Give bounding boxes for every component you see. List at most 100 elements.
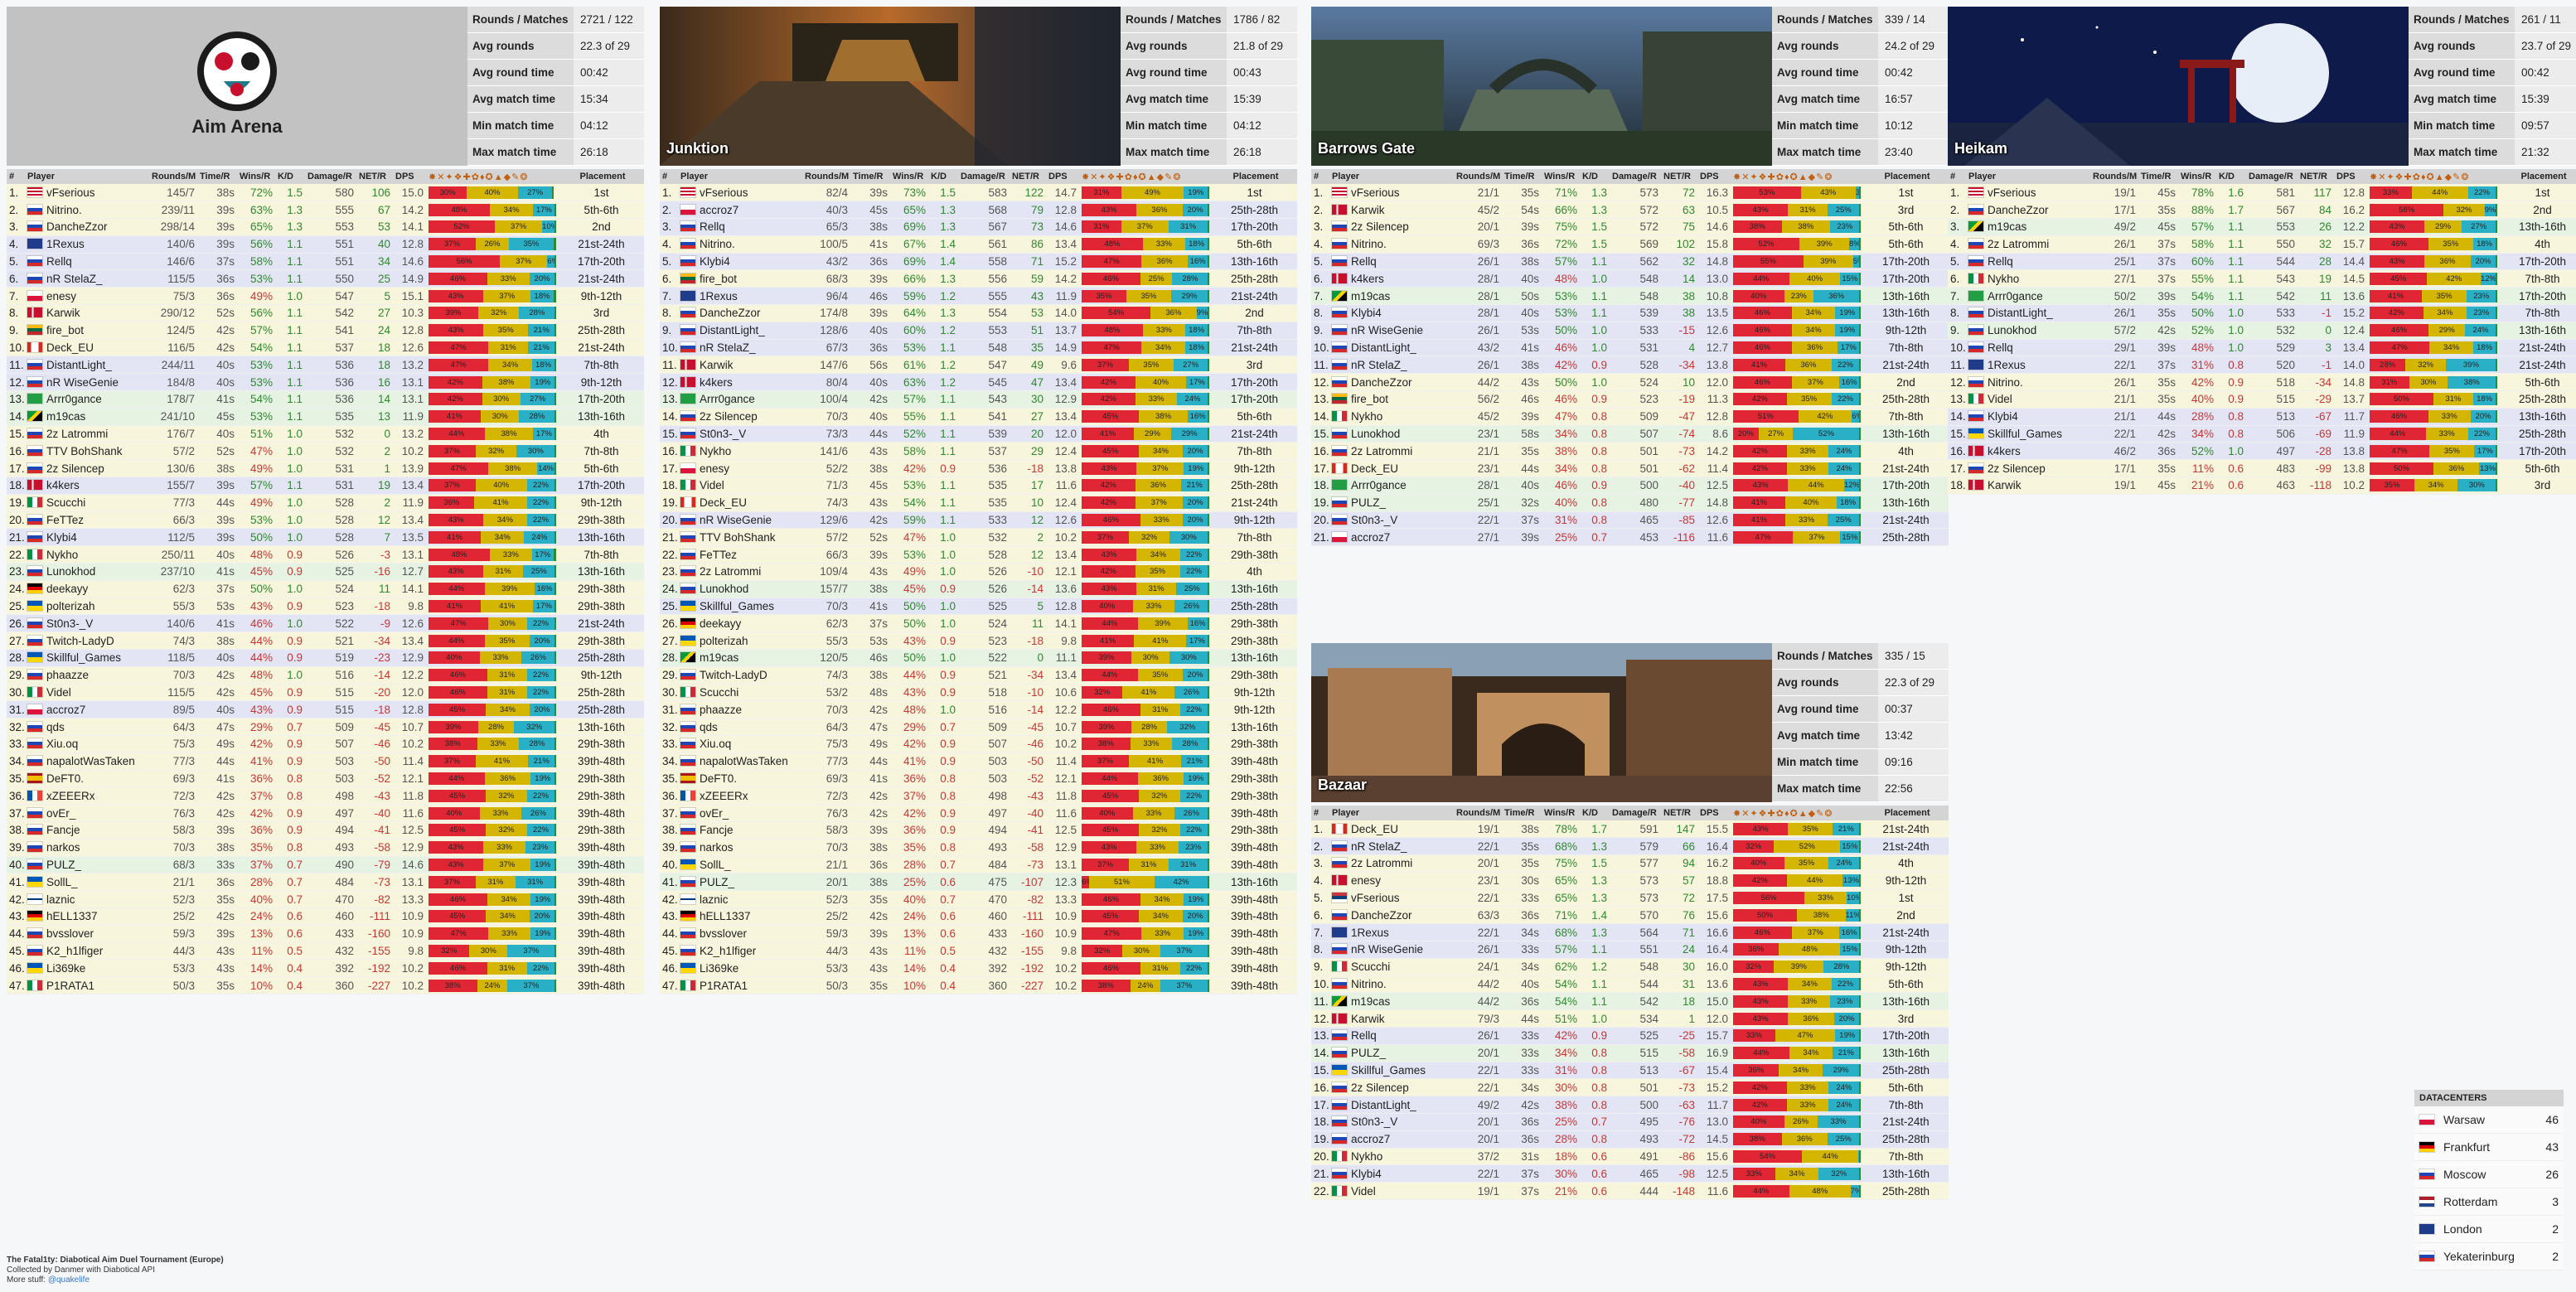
player-name[interactable]: Nykho xyxy=(46,548,79,561)
column-header[interactable]: Player xyxy=(1966,169,2090,184)
column-header[interactable]: # xyxy=(1311,169,1329,184)
column-header[interactable]: Time/R xyxy=(1502,806,1542,820)
table-row[interactable]: 26. deekayy 62/3 37s 50% 1.0 524 11 14.1 44% 39% 16… xyxy=(660,614,1297,633)
column-header[interactable]: K/D xyxy=(2216,169,2246,184)
column-header[interactable]: DPS xyxy=(393,169,426,184)
player-name[interactable]: PULZ_ xyxy=(1351,1047,1387,1060)
player-name[interactable]: nR StelaZ_ xyxy=(46,272,103,285)
table-row[interactable]: 17. 2z Silencep 17/1 35s 11% 0.6 483 -99 13.8 50%… xyxy=(1948,459,2576,478)
column-header[interactable]: Damage/R xyxy=(958,169,1010,184)
table-row[interactable]: 11. DistantLight_ 244/11 40s 53% 1.1 536 18 13.2… xyxy=(7,356,644,375)
table-row[interactable]: 15. Skillful_Games 22/1 33s 31% 0.8 513 -67 15.4… xyxy=(1311,1062,1949,1080)
table-row[interactable]: 30. Videl 115/5 42s 45% 0.9 515 -20 12.0 46% 31% 22… xyxy=(7,684,644,702)
table-row[interactable]: 37. ovEr_ 76/3 42s 42% 0.9 497 -40 11.6 40% 33% 26%… xyxy=(660,804,1297,822)
column-header[interactable]: Damage/R xyxy=(2246,169,2298,184)
column-header[interactable]: # xyxy=(1948,169,1966,184)
column-header[interactable]: Time/R xyxy=(1502,169,1542,184)
table-row[interactable]: 28. Skillful_Games 118/5 40s 44% 0.9 519 -23 12.… xyxy=(7,649,644,667)
table-row[interactable]: 45. K2_h1lfiger 44/3 43s 11% 0.5 432 -155 9.8 32%… xyxy=(660,942,1297,961)
player-name[interactable]: 2z Silencep xyxy=(1988,462,2046,475)
player-name[interactable]: Rellq xyxy=(1988,255,2013,269)
column-header[interactable]: Time/R xyxy=(197,169,237,184)
table-row[interactable]: 31. phaazze 70/3 42s 48% 1.0 516 -14 12.2 46% 31% 2… xyxy=(660,700,1297,719)
table-row[interactable]: 5. Klybi4 43/2 36s 69% 1.4 558 71 15.2 47% 36% 16% 1… xyxy=(660,253,1297,271)
column-header[interactable]: Rounds/M xyxy=(802,169,850,184)
player-name[interactable]: deekayy xyxy=(46,583,89,596)
column-header[interactable]: Time/R xyxy=(2138,169,2178,184)
player-name[interactable]: vFserious xyxy=(1988,186,2036,199)
column-header[interactable]: Damage/R xyxy=(1610,169,1661,184)
player-name[interactable]: Twitch-LadyD xyxy=(46,634,114,647)
player-name[interactable]: 2z Latrommi xyxy=(1988,238,2050,251)
table-row[interactable]: 3. 2z Latrommi 20/1 35s 75% 1.5 577 94 16.2 40% 35… xyxy=(1311,854,1949,873)
player-name[interactable]: 2z Latrommi xyxy=(1351,857,1413,870)
table-row[interactable]: 22. Nykho 250/11 40s 48% 0.9 526 -3 13.1 48% 33% 17… xyxy=(7,545,644,564)
column-header[interactable]: NET/R xyxy=(1661,806,1697,820)
table-row[interactable]: 13. Arrr0gance 100/4 42s 57% 1.1 543 30 12.9 42% 3… xyxy=(660,390,1297,409)
player-name[interactable]: laznic xyxy=(700,893,729,906)
player-name[interactable]: napalotWasTaken xyxy=(700,755,788,768)
table-row[interactable]: 19. Deck_EU 74/3 43s 54% 1.1 535 10 12.4 42% 37% 20… xyxy=(660,494,1297,512)
player-name[interactable]: 2z Silencep xyxy=(1351,1081,1409,1094)
player-name[interactable]: Xiu.oq xyxy=(46,738,79,751)
player-name[interactable]: Klybi4 xyxy=(46,530,77,544)
table-row[interactable]: 4. enesy 23/1 30s 65% 1.3 573 57 18.8 42% 44% 13% 9t… xyxy=(1311,872,1949,890)
player-name[interactable]: Klybi4 xyxy=(1988,410,2018,423)
player-name[interactable]: Karwik xyxy=(46,307,80,320)
player-name[interactable]: DancheZzor xyxy=(1988,203,2049,216)
table-row[interactable]: 26. St0n3-_V 140/6 41s 46% 1.0 522 -9 12.6 47% 30%… xyxy=(7,614,644,633)
table-row[interactable]: 6. fire_bot 68/3 39s 66% 1.3 556 59 14.2 46% 25% 28… xyxy=(660,269,1297,288)
player-name[interactable]: Skillful_Games xyxy=(46,651,122,665)
player-name[interactable]: nR StelaZ_ xyxy=(1351,358,1407,371)
player-name[interactable]: SollL_ xyxy=(46,875,78,888)
player-name[interactable]: polterizah xyxy=(700,634,748,647)
player-name[interactable]: P1RATA1 xyxy=(46,979,95,992)
table-row[interactable]: 1. vFserious 82/4 39s 73% 1.5 583 122 14.7 31% 49%… xyxy=(660,184,1297,202)
table-row[interactable]: 15. Lunokhod 23/1 58s 34% 0.8 507 -74 8.6 20% 27% 5… xyxy=(1311,425,1949,443)
player-name[interactable]: Karwik xyxy=(700,358,734,371)
table-row[interactable]: 23. 2z Latrommi 109/4 43s 49% 1.0 526 -10 12.1 42… xyxy=(660,563,1297,581)
player-name[interactable]: phaazze xyxy=(700,703,743,716)
player-name[interactable]: Lunokhod xyxy=(1988,324,2037,337)
table-row[interactable]: 14. m19cas 241/10 45s 53% 1.1 535 13 11.9 41% 30% 2… xyxy=(7,408,644,426)
table-row[interactable]: 2. DancheZzor 17/1 35s 88% 1.7 567 84 16.2 58% 32%… xyxy=(1948,201,2576,220)
table-row[interactable]: 8. DistantLight_ 26/1 35s 50% 1.0 533 -1 15.2 42%… xyxy=(1948,304,2576,322)
column-header[interactable]: Wins/R xyxy=(1542,806,1580,820)
table-row[interactable]: 29. Twitch-LadyD 74/3 38s 44% 0.9 521 -34 13.4 44… xyxy=(660,666,1297,685)
player-name[interactable]: m19cas xyxy=(700,651,739,665)
table-row[interactable]: 32. qds 64/3 47s 29% 0.7 509 -45 10.7 39% 28% 32% 13… xyxy=(7,718,644,736)
table-row[interactable]: 19. PULZ_ 25/1 32s 40% 0.8 480 -77 14.8 41% 40% 18%… xyxy=(1311,494,1949,512)
player-name[interactable]: 2z Silencep xyxy=(46,462,104,475)
table-row[interactable]: 9. DistantLight_ 128/6 40s 60% 1.2 553 51 13.7 48… xyxy=(660,322,1297,340)
table-row[interactable]: 10. nR StelaZ_ 67/3 36s 53% 1.1 548 35 14.9 47% 34… xyxy=(660,339,1297,357)
column-header[interactable]: # xyxy=(7,169,25,184)
table-row[interactable]: 20. nR WiseGenie 129/6 42s 59% 1.1 533 12 12.6 46… xyxy=(660,511,1297,530)
player-name[interactable]: TTV BohShank xyxy=(700,530,776,544)
table-row[interactable]: 21. accroz7 27/1 39s 25% 0.7 453 -116 11.6 47% 37%… xyxy=(1311,528,1949,547)
player-name[interactable]: Deck_EU xyxy=(700,496,748,510)
table-row[interactable]: 19. Scucchi 77/3 44s 49% 1.0 528 2 11.9 36% 41% 22%… xyxy=(7,494,644,512)
table-row[interactable]: 16. TTV BohShank 57/2 52s 47% 1.0 532 2 10.2 37% 3… xyxy=(7,442,644,461)
table-row[interactable]: 41. SollL_ 21/1 36s 28% 0.7 484 -73 13.1 37% 31% 31… xyxy=(7,873,644,892)
player-name[interactable]: DancheZzor xyxy=(1351,375,1412,389)
column-header[interactable]: K/D xyxy=(275,169,305,184)
player-name[interactable]: m19cas xyxy=(1351,289,1391,302)
column-header[interactable]: NET/R xyxy=(1661,169,1697,184)
table-row[interactable]: 35. DeFT0. 69/3 41s 36% 0.8 503 -52 12.1 44% 36% 19… xyxy=(660,770,1297,788)
table-row[interactable]: 34. napalotWasTaken 77/3 44s 41% 0.9 503 -50 11.… xyxy=(7,752,644,771)
player-name[interactable]: vFserious xyxy=(700,186,748,199)
column-header[interactable]: Rounds/M xyxy=(149,169,197,184)
table-row[interactable]: 33. Xiu.oq 75/3 49s 42% 0.9 507 -46 10.2 38% 33% 28… xyxy=(660,735,1297,753)
player-name[interactable]: St0n3-_V xyxy=(700,428,747,441)
table-row[interactable]: 40. PULZ_ 68/3 33s 37% 0.7 490 -79 14.6 43% 37% 19%… xyxy=(7,856,644,874)
player-name[interactable]: nR StelaZ_ xyxy=(700,341,756,355)
table-row[interactable]: 6. DancheZzor 63/3 36s 71% 1.4 570 76 15.6 50% 38%… xyxy=(1311,906,1949,925)
player-name[interactable]: DeFT0. xyxy=(700,772,738,785)
table-row[interactable]: 47. P1RATA1 50/3 35s 10% 0.4 360 -227 10.2 38% 24%… xyxy=(660,976,1297,994)
table-row[interactable]: 29. phaazze 70/3 42s 48% 1.0 516 -14 12.2 46% 31% 2… xyxy=(7,666,644,685)
table-row[interactable]: 7. enesy 75/3 36s 49% 1.0 547 5 15.1 43% 37% 18% 9th… xyxy=(7,287,644,306)
player-name[interactable]: Rellq xyxy=(1351,255,1377,269)
table-row[interactable]: 45. K2_h1lfiger 44/3 43s 11% 0.5 432 -155 9.8 32%… xyxy=(7,942,644,961)
player-name[interactable]: Arrr0gance xyxy=(700,393,755,406)
player-name[interactable]: Skillful_Games xyxy=(1351,1064,1426,1077)
